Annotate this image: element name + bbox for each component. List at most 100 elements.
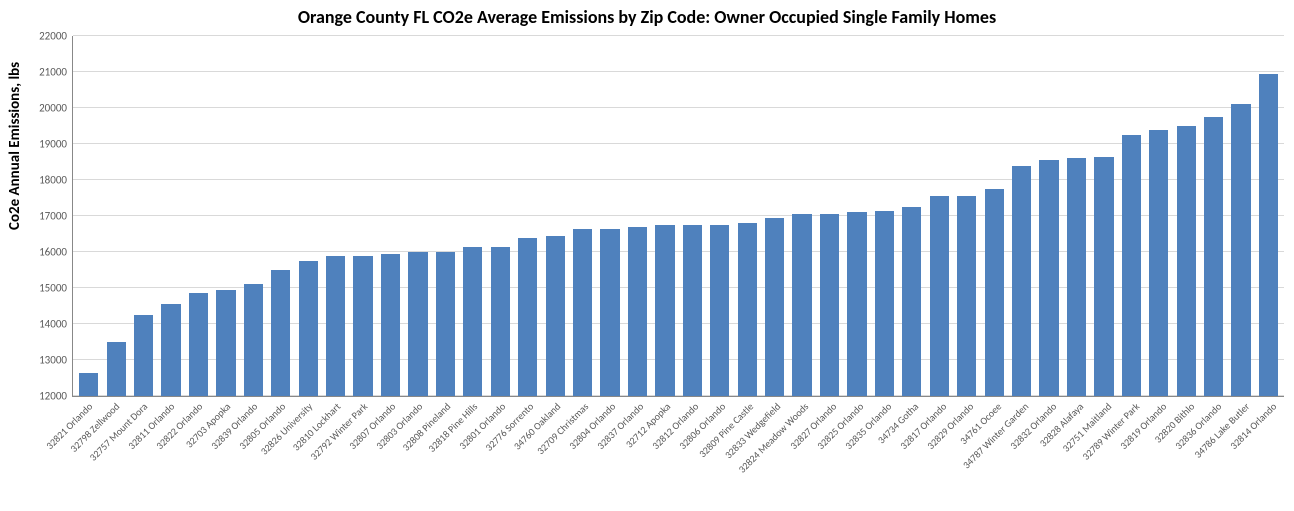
- bar: [326, 256, 345, 396]
- bar: [1259, 74, 1278, 396]
- x-label-slot: 34734 Gotha: [898, 398, 926, 508]
- x-label-slot: 32814 Orlando: [1257, 398, 1285, 508]
- x-label-slot: 32817 Orlando: [926, 398, 954, 508]
- bar-slot: [679, 36, 706, 396]
- y-tick-label: 15000: [39, 282, 67, 295]
- bar-slot: [1090, 36, 1117, 396]
- bar-slot: [843, 36, 870, 396]
- bar-slot: [541, 36, 568, 396]
- bar: [710, 225, 729, 396]
- bar-slot: [1035, 36, 1062, 396]
- bar-slot: [295, 36, 322, 396]
- x-label-slot: 32776 Sorrento: [513, 398, 541, 508]
- bar: [1231, 104, 1250, 396]
- bar: [353, 256, 372, 396]
- bar: [573, 229, 592, 396]
- bar: [79, 373, 98, 396]
- bar-slot: [185, 36, 212, 396]
- bar-slot: [322, 36, 349, 396]
- bar-slot: [816, 36, 843, 396]
- x-label-slot: 32811 Orlando: [155, 398, 183, 508]
- bar: [244, 284, 263, 396]
- bar: [628, 227, 647, 396]
- bar-slot: [240, 36, 267, 396]
- y-tick-label: 21000: [39, 66, 67, 79]
- bar-slot: [1008, 36, 1035, 396]
- x-axis-labels: 32821 Orlando32798 Zellwood32757 Mount D…: [72, 398, 1284, 508]
- bar: [765, 218, 784, 396]
- bar: [1012, 166, 1031, 396]
- bar: [930, 196, 949, 396]
- x-label-slot: 32757 Mount Dora: [127, 398, 155, 508]
- bar: [1149, 130, 1168, 396]
- bar: [518, 238, 537, 396]
- bar-slot: [1255, 36, 1282, 396]
- x-label-slot: 32709 Christmas: [568, 398, 596, 508]
- bar-slot: [432, 36, 459, 396]
- bar: [847, 212, 866, 396]
- bar-slot: [459, 36, 486, 396]
- x-label-slot: 32832 Orlando: [1036, 398, 1064, 508]
- bar: [683, 225, 702, 396]
- bar-slot: [596, 36, 623, 396]
- bar: [600, 229, 619, 396]
- bar-slot: [788, 36, 815, 396]
- bar: [655, 225, 674, 396]
- bar-slot: [898, 36, 925, 396]
- x-label-slot: 32818 Pine Hills: [458, 398, 486, 508]
- bar: [436, 252, 455, 396]
- x-label-slot: 32789 Winter Park: [1119, 398, 1147, 508]
- bar-slot: [75, 36, 102, 396]
- bar: [902, 207, 921, 396]
- x-label-slot: 32827 Orlando: [816, 398, 844, 508]
- x-label-slot: 32803 Orlando: [403, 398, 431, 508]
- bar: [299, 261, 318, 396]
- bar-slot: [1118, 36, 1145, 396]
- bar-slot: [734, 36, 761, 396]
- x-label-slot: 32822 Orlando: [182, 398, 210, 508]
- bar: [134, 315, 153, 396]
- plot-area: 1200013000140001500016000170001800019000…: [72, 36, 1284, 397]
- y-axis-label: Co2e Annual Emissions, lbs: [6, 62, 24, 230]
- emissions-bar-chart: Orange County FL CO2e Average Emissions …: [0, 0, 1294, 511]
- x-label-slot: 32825 Orlando: [843, 398, 871, 508]
- bar: [1039, 160, 1058, 396]
- x-label-slot: 32807 Orlando: [375, 398, 403, 508]
- bar-slot: [349, 36, 376, 396]
- x-label-slot: 32703 Apopka: [210, 398, 238, 508]
- x-label-slot: 32824 Meadow Woods: [788, 398, 816, 508]
- x-label-slot: 32804 Orlando: [595, 398, 623, 508]
- bar: [271, 270, 290, 396]
- bar: [738, 223, 757, 396]
- bar-slot: [487, 36, 514, 396]
- bar-slot: [761, 36, 788, 396]
- bar-slot: [1200, 36, 1227, 396]
- bar-slot: [157, 36, 184, 396]
- bar-slot: [1063, 36, 1090, 396]
- bar-slot: [1227, 36, 1254, 396]
- x-label-slot: 32819 Orlando: [1146, 398, 1174, 508]
- bar-slot: [926, 36, 953, 396]
- y-tick-label: 14000: [39, 318, 67, 331]
- bars-group: [73, 36, 1284, 396]
- y-tick-label: 13000: [39, 354, 67, 367]
- bar: [1122, 135, 1141, 396]
- y-tick-label: 16000: [39, 246, 67, 259]
- bar-slot: [102, 36, 129, 396]
- bar: [1067, 158, 1086, 396]
- y-tick-label: 20000: [39, 102, 67, 115]
- bar-slot: [1173, 36, 1200, 396]
- bar-slot: [624, 36, 651, 396]
- y-tick-label: 17000: [39, 210, 67, 223]
- bar: [1094, 157, 1113, 396]
- bar-slot: [569, 36, 596, 396]
- bar-slot: [404, 36, 431, 396]
- bar: [216, 290, 235, 396]
- bar-slot: [871, 36, 898, 396]
- x-label-slot: 32792 Winter Park: [347, 398, 375, 508]
- bar: [957, 196, 976, 396]
- bar-slot: [953, 36, 980, 396]
- bar-slot: [267, 36, 294, 396]
- bar-slot: [706, 36, 733, 396]
- y-tick-label: 19000: [39, 138, 67, 151]
